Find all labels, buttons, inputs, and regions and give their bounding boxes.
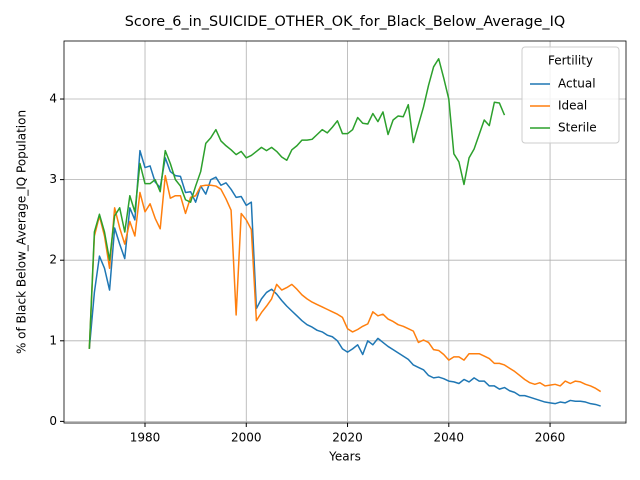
y-tick-label: 4: [49, 92, 57, 106]
y-tick-label: 1: [49, 333, 57, 347]
x-tick-label: 2060: [535, 431, 566, 445]
x-tick-label: 2000: [231, 431, 262, 445]
y-tick-label: 3: [49, 172, 57, 186]
legend: Fertility Actual Ideal Sterile: [521, 46, 620, 144]
line-series: [88, 149, 601, 407]
x-tick-label: 2040: [434, 431, 465, 445]
y-tick-label: 2: [49, 253, 57, 267]
y-axis-label: % of Black Below_Average_IQ Population: [15, 110, 29, 354]
legend-label: Ideal: [558, 99, 587, 113]
legend-title: Fertility: [548, 54, 593, 68]
x-tick-label: 1980: [130, 431, 161, 445]
line-series: [88, 57, 506, 349]
legend-label: Actual: [558, 77, 596, 91]
legend-label: Sterile: [558, 121, 597, 135]
plot-frame: [63, 40, 627, 424]
x-axis-label: Years: [328, 450, 361, 464]
line-series: [88, 174, 602, 393]
legend-box: [521, 46, 620, 144]
chart-title: Score_6_in_SUICIDE_OTHER_OK_for_Black_Be…: [125, 14, 565, 30]
x-tick-label: 2020: [332, 431, 363, 445]
y-tick-label: 0: [49, 414, 57, 428]
